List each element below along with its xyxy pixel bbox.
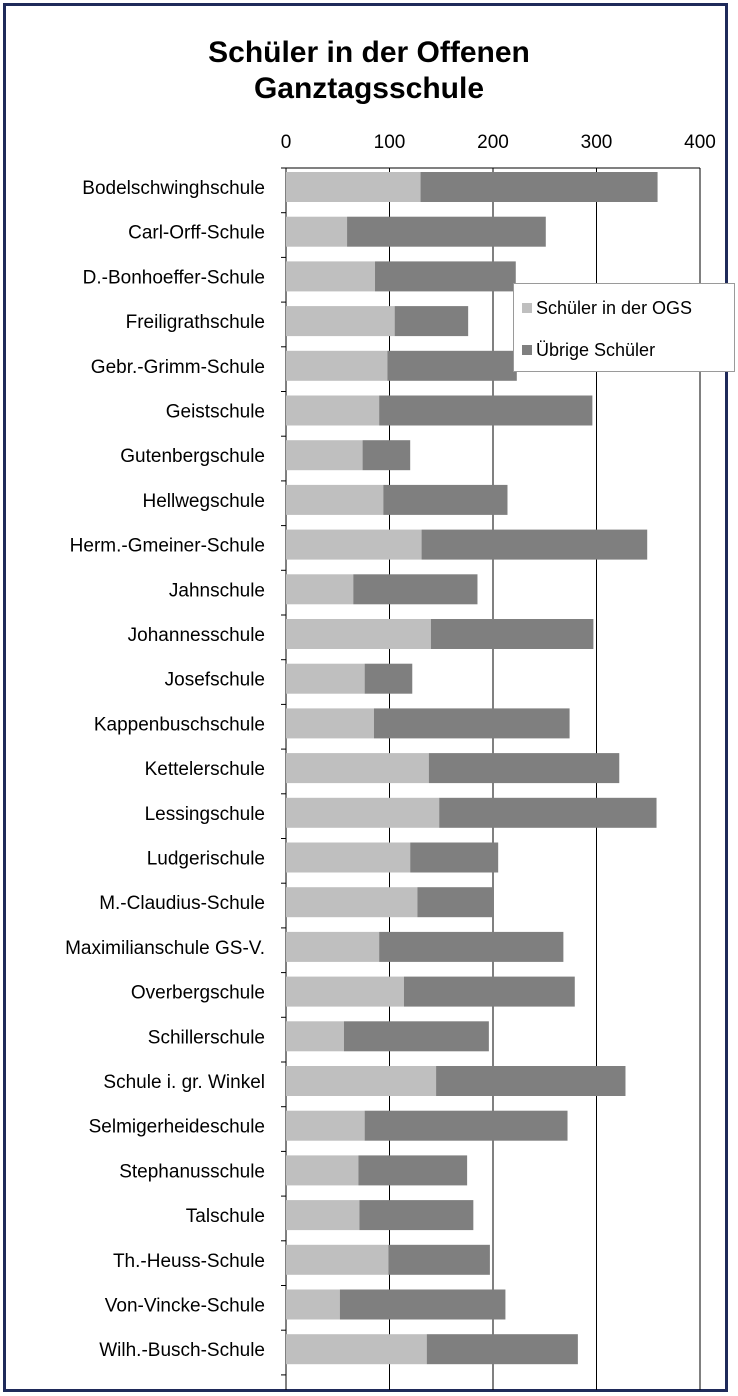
legend-swatch-ogs: [522, 303, 532, 313]
bar-others-25: [339, 1289, 506, 1320]
category-label-16: M.-Claudius-Schule: [99, 893, 265, 914]
bar-ogs-2: [286, 261, 376, 292]
bar-ogs-16: [286, 887, 418, 918]
bar-others-8: [421, 529, 648, 560]
bar-others-10: [430, 619, 594, 649]
bar-ogs-8: [286, 529, 422, 560]
bar-others-12: [373, 708, 570, 739]
bar-ogs-0: [286, 172, 421, 202]
bar-others-3: [394, 306, 469, 337]
category-label-1: Carl-Orff-Schule: [128, 223, 265, 244]
category-label-19: Schillerschule: [148, 1027, 265, 1048]
bar-ogs-24: [286, 1244, 389, 1275]
bar-others-24: [388, 1244, 490, 1275]
bar-ogs-11: [286, 663, 365, 694]
category-label-5: Geistschule: [166, 402, 265, 423]
bar-others-11: [364, 663, 413, 694]
x-axis-ticks: 0 100 200 300 400: [281, 132, 716, 153]
category-label-20: Schule i. gr. Winkel: [103, 1072, 265, 1093]
category-label-11: Josefschule: [165, 670, 265, 691]
bar-ogs-4: [286, 350, 388, 381]
category-label-10: Johannesschule: [128, 625, 265, 646]
bar-ogs-5: [286, 395, 380, 426]
bar-ogs-25: [286, 1289, 340, 1320]
x-tick-label-200: 200: [477, 132, 509, 153]
bar-others-22: [358, 1155, 468, 1186]
category-label-22: Stephanusschule: [119, 1161, 265, 1182]
category-label-24: Th.-Heuss-Schule: [113, 1251, 265, 1272]
legend-item-ogs: Schüler in der OGS: [522, 298, 692, 318]
bar-ogs-17: [286, 931, 380, 962]
category-label-25: Von-Vincke-Schule: [105, 1296, 265, 1317]
category-label-7: Hellwegschule: [142, 491, 265, 512]
bar-ogs-18: [286, 976, 404, 1007]
bar-ogs-3: [286, 306, 395, 337]
bar-others-18: [403, 976, 575, 1007]
bar-ogs-21: [286, 1110, 365, 1141]
bar-ogs-9: [286, 574, 354, 605]
bar-others-7: [383, 484, 508, 515]
bar-ogs-20: [286, 1066, 437, 1096]
bar-ogs-1: [286, 216, 348, 247]
bar-others-13: [428, 753, 620, 784]
bar-others-20: [436, 1066, 626, 1096]
category-label-9: Jahnschule: [169, 580, 265, 601]
chart-title: Schüler in der Offenen Ganztagsschule: [208, 36, 530, 105]
bar-ogs-15: [286, 842, 411, 873]
x-tick-label-0: 0: [281, 132, 292, 153]
legend-swatch-others: [522, 345, 532, 355]
category-labels: Bodelschwinghschule Carl-Orff-Schule D.-Bo…: [65, 178, 265, 1361]
category-label-23: Talschule: [186, 1206, 265, 1227]
category-label-13: Kettelerschule: [145, 759, 265, 780]
category-label-3: Freiligrathschule: [126, 312, 265, 333]
x-tick-label-100: 100: [374, 132, 406, 153]
bar-ogs-23: [286, 1200, 360, 1231]
category-label-4: Gebr.-Grimm-Schule: [91, 357, 265, 378]
bar-others-26: [426, 1334, 578, 1365]
bar-others-2: [375, 261, 516, 292]
category-label-15: Ludgerischule: [147, 849, 265, 870]
bar-others-4: [387, 350, 517, 381]
category-label-14: Lessingschule: [145, 804, 265, 825]
legend-label-others: Übrige Schüler: [536, 339, 656, 360]
legend: Schüler in der OGS Übrige Schüler: [513, 283, 735, 372]
bar-ogs-22: [286, 1155, 359, 1186]
category-label-18: Overbergschule: [131, 983, 265, 1004]
bar-ogs-6: [286, 440, 363, 471]
bar-ogs-12: [286, 708, 374, 739]
category-label-2: D.-Bonhoeffer-Schule: [83, 267, 265, 288]
category-label-12: Kappenbuschschule: [94, 714, 265, 735]
category-label-6: Gutenbergschule: [120, 446, 265, 467]
category-label-8: Herm.-Gmeiner-Schule: [70, 536, 265, 557]
bar-ogs-13: [286, 753, 429, 784]
bar-others-5: [379, 395, 593, 426]
bar-others-9: [353, 574, 478, 605]
bar-others-23: [359, 1200, 474, 1231]
bar-others-1: [347, 216, 546, 247]
bar-others-14: [439, 797, 657, 828]
bar-ogs-10: [286, 619, 431, 649]
category-label-17: Maximilianschule GS-V.: [65, 938, 265, 959]
legend-item-others: Übrige Schüler: [522, 340, 655, 360]
category-label-0: Bodelschwinghschule: [82, 178, 265, 199]
bar-ogs-7: [286, 484, 384, 515]
bar-ogs-19: [286, 1021, 344, 1052]
bar-others-6: [362, 440, 411, 471]
bar-others-17: [379, 931, 564, 962]
bar-others-0: [420, 172, 658, 202]
legend-label-ogs: Schüler in der OGS: [536, 297, 693, 318]
bar-others-21: [364, 1110, 568, 1141]
bar-ogs-26: [286, 1334, 427, 1365]
bar-others-19: [343, 1021, 489, 1052]
bar-ogs-14: [286, 797, 440, 828]
x-tick-label-400: 400: [684, 132, 716, 153]
bar-others-16: [417, 887, 493, 918]
bars: [286, 172, 658, 1365]
category-label-21: Selmigerheideschule: [89, 1117, 265, 1138]
bar-others-15: [410, 842, 499, 873]
x-tick-label-300: 300: [581, 132, 613, 153]
category-label-26: Wilh.-Busch-Schule: [99, 1340, 265, 1361]
